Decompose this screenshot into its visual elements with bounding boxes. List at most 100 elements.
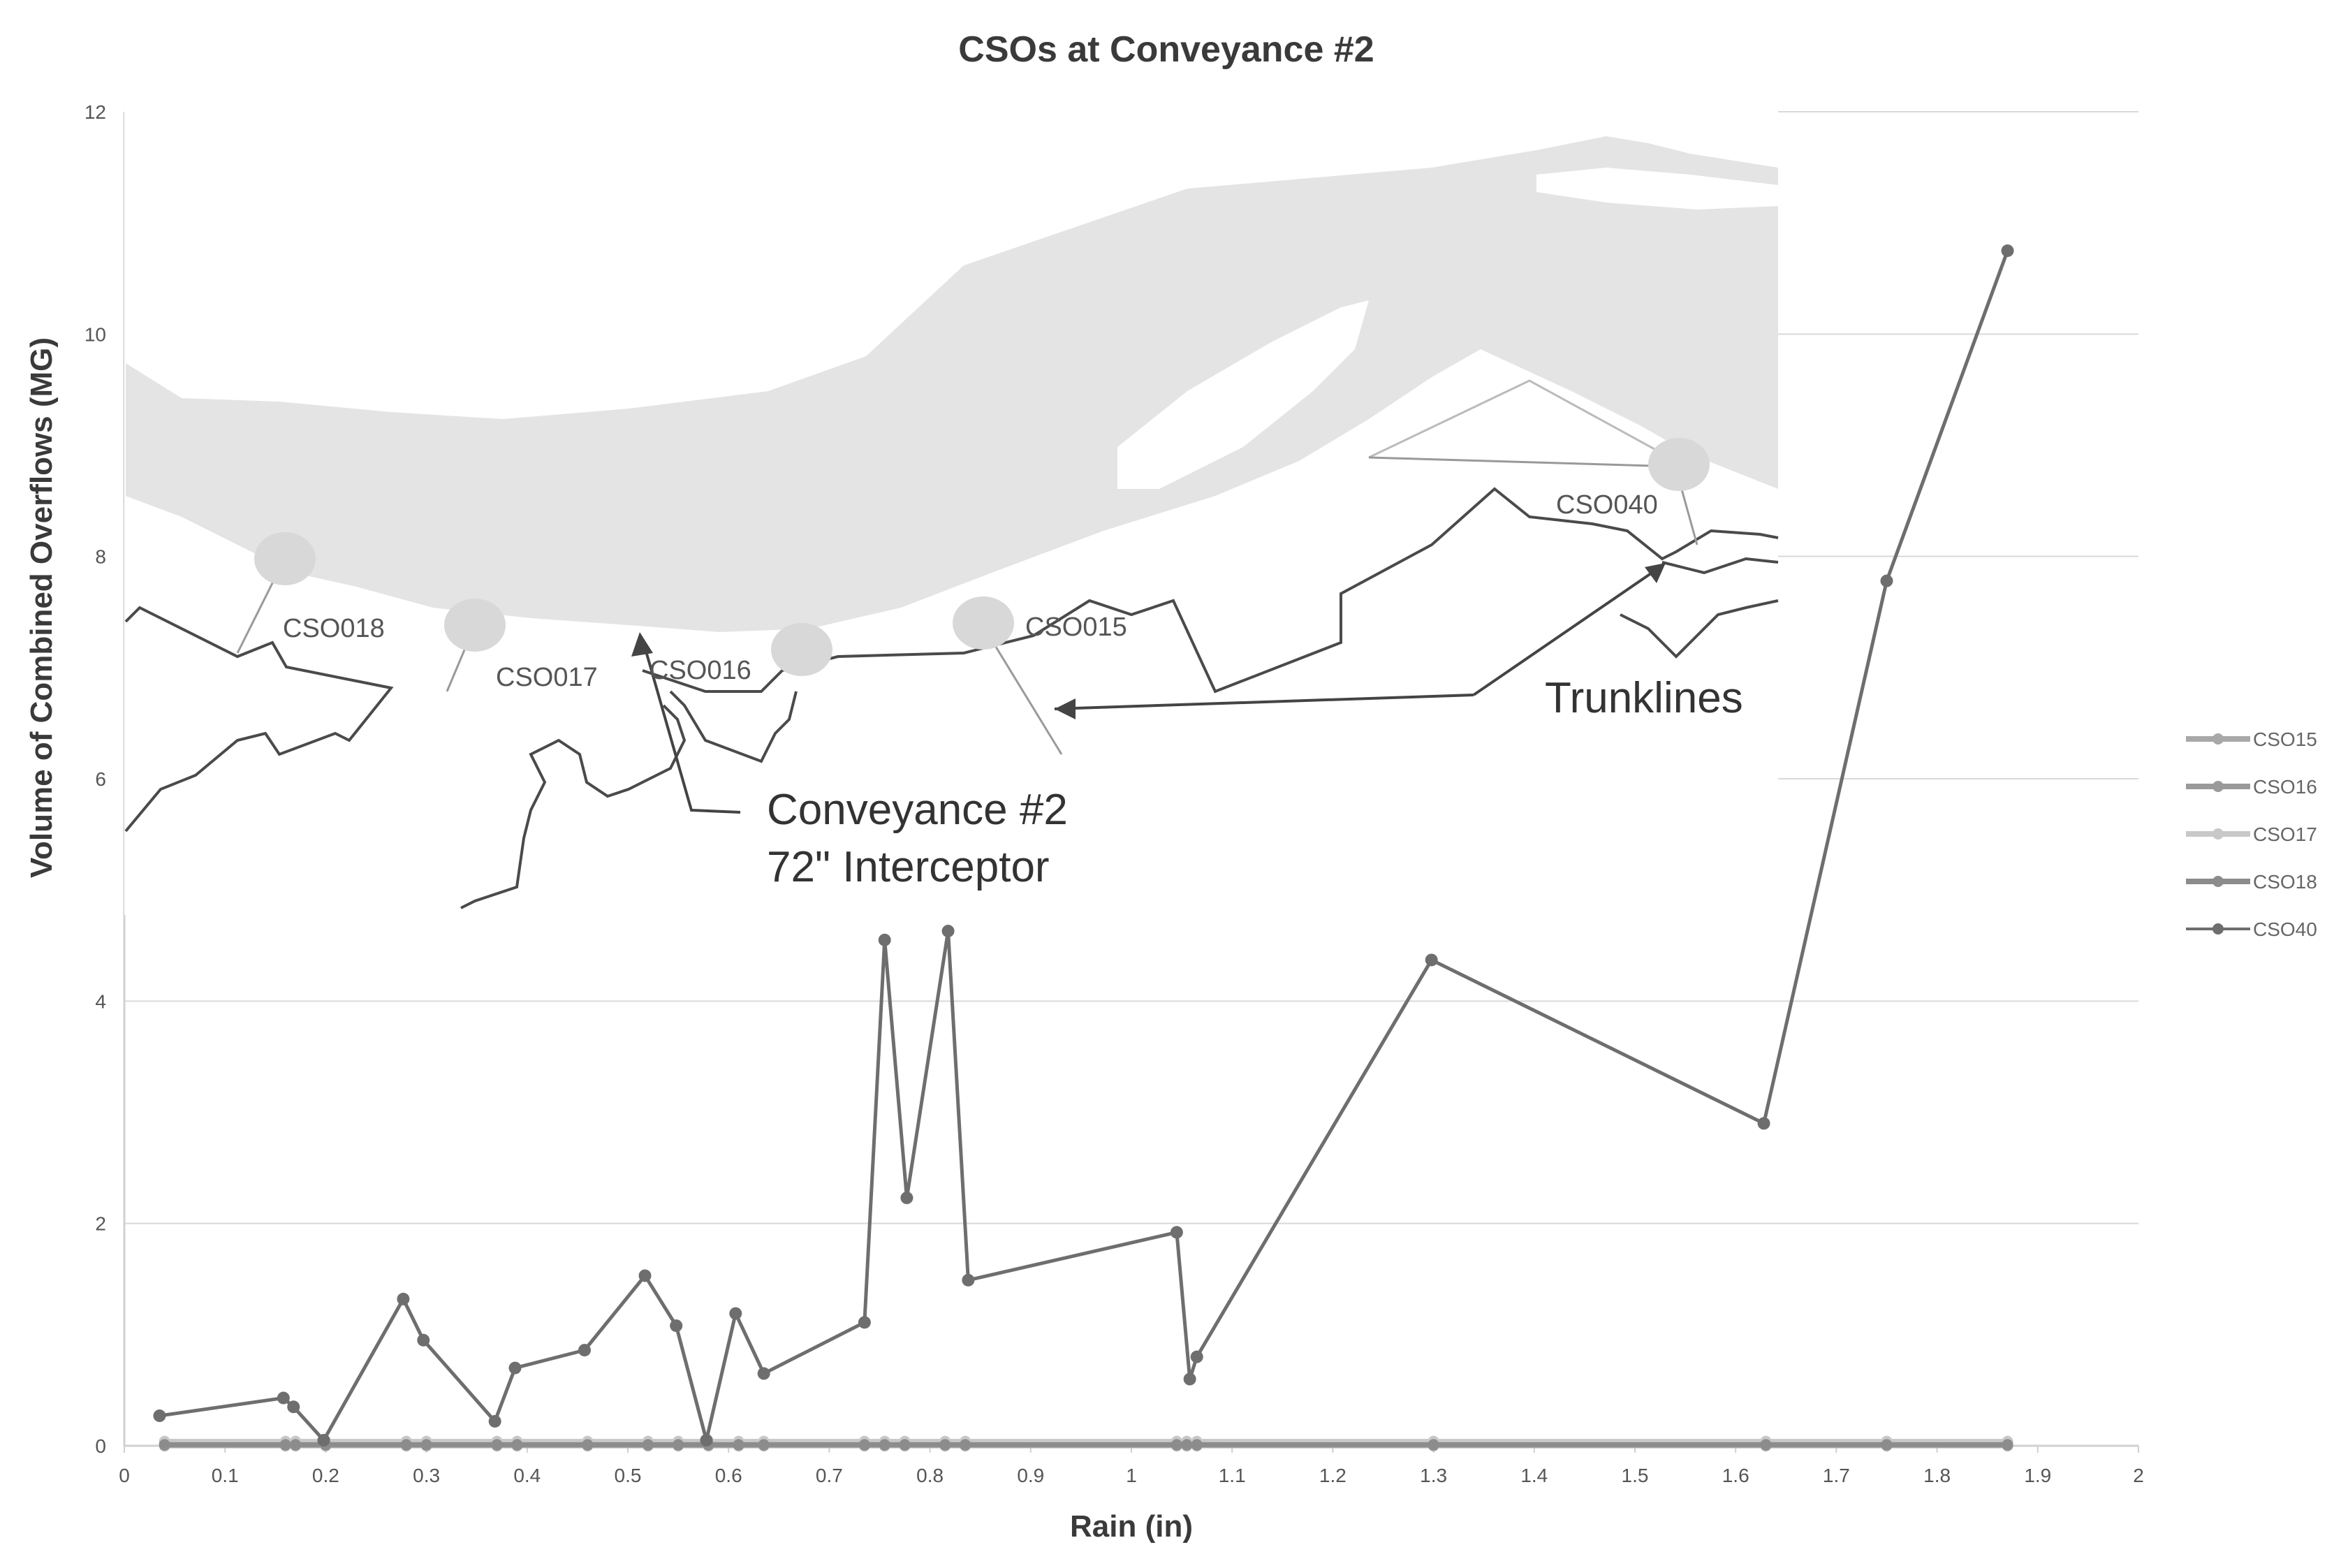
data-point (1881, 1439, 1893, 1451)
x-tick-label: 1.9 (2024, 1465, 2051, 1486)
legend-item-cso17: CSO17 (2186, 823, 2317, 845)
legend: CSO15 CSO16 CSO17 CSO18 CSO40 (2186, 728, 2317, 940)
data-point (287, 1400, 300, 1414)
map-overlay: CSO018 CSO017 CSO016 CSO015 CSO040 Trunk… (124, 105, 1779, 915)
y-tick-label: 12 (85, 101, 106, 123)
data-point (488, 1414, 501, 1428)
conveyance-arrow (641, 638, 741, 814)
cso018-marker (254, 532, 316, 585)
cso016-marker (771, 623, 832, 676)
arrowhead-icon (1645, 563, 1666, 583)
series-cso18 (159, 1439, 2013, 1451)
river-shape (126, 136, 1778, 632)
data-point (2002, 1439, 2013, 1451)
data-point (1181, 1439, 1193, 1451)
x-tick-label: 0.2 (312, 1465, 339, 1486)
data-point (159, 1439, 170, 1451)
data-point (420, 1439, 432, 1451)
x-tick-label: 1.4 (1520, 1465, 1548, 1486)
label-conveyance: Conveyance #2 (767, 786, 1068, 834)
label-cso040: CSO040 (1556, 490, 1658, 520)
x-tick-label: 2 (2133, 1465, 2144, 1486)
data-point (673, 1439, 684, 1451)
data-point (1760, 1439, 1772, 1451)
cso015-marker (953, 596, 1014, 650)
data-point (397, 1292, 410, 1305)
data-point (1425, 953, 1438, 967)
x-tick-label: 1.8 (1923, 1465, 1951, 1486)
legend-label: CSO15 (2253, 728, 2317, 750)
arrowhead-icon (631, 632, 653, 657)
pointer-cso040 (1678, 481, 1698, 545)
chart-title: CSOs at Conveyance #2 (958, 29, 1374, 70)
data-point (417, 1333, 430, 1347)
legend-marker (2212, 733, 2224, 745)
data-point (638, 1269, 652, 1282)
y-tick-label: 8 (95, 546, 106, 568)
data-series (153, 244, 2014, 1451)
legend-label: CSO16 (2253, 776, 2317, 798)
x-tick-label: 1.3 (1420, 1465, 1447, 1486)
data-point (939, 1439, 951, 1451)
pointer-cso018 (236, 569, 281, 654)
label-trunklines: Trunklines (1545, 674, 1743, 722)
data-point (511, 1439, 523, 1451)
data-point (700, 1434, 713, 1447)
trunkline-path-3 (669, 690, 798, 763)
legend-item-cso16: CSO16 (2186, 776, 2317, 798)
data-point (1183, 1372, 1196, 1386)
trunkline-path-4 (1620, 599, 1779, 659)
x-tick-label: 1.7 (1823, 1465, 1850, 1486)
y-tick-label: 0 (95, 1435, 106, 1457)
label-cso018: CSO018 (283, 614, 385, 643)
data-point (1170, 1226, 1183, 1239)
data-point (1757, 1117, 1770, 1130)
data-point (153, 1409, 166, 1423)
data-point (878, 933, 891, 946)
trunkline-path-5 (1661, 557, 1779, 575)
legend-item-cso40: CSO40 (2186, 918, 2317, 940)
legend-marker (2212, 828, 2224, 840)
x-tick-label: 0.8 (916, 1465, 944, 1486)
data-point (1428, 1439, 1439, 1451)
y-axis-title: Volume of Combined Overflows (MG) (24, 337, 59, 878)
data-point (960, 1439, 971, 1451)
data-point (1880, 574, 1893, 587)
connector-lines (1368, 379, 1677, 462)
data-point (729, 1307, 742, 1320)
legend-item-cso15: CSO15 (2186, 728, 2317, 750)
label-interceptor: 72" Interceptor (767, 843, 1050, 891)
data-point (941, 925, 955, 938)
x-tick-label: 0.7 (816, 1465, 843, 1486)
series-cso40 (153, 244, 2014, 1447)
x-tick-label: 1 (1126, 1465, 1137, 1486)
data-point (279, 1439, 291, 1451)
label-cso017: CSO017 (496, 663, 598, 692)
data-point (900, 1192, 913, 1205)
x-tick-label: 0.4 (513, 1465, 541, 1486)
x-axis-ticks: 0 0.1 0.2 0.3 0.4 0.5 0.6 0.7 0.8 0.9 1 1.1 1.2 1.3 1.… (119, 1446, 2144, 1486)
y-axis-ticks: 0 2 4 6 8 10 12 (85, 101, 106, 1457)
connector-line (1368, 456, 1677, 468)
x-tick-label: 0.5 (615, 1465, 642, 1486)
data-point (1170, 1439, 1182, 1451)
x-tick-label: 1.6 (1722, 1465, 1749, 1486)
arrowhead-icon (1055, 698, 1076, 719)
label-cso016: CSO016 (650, 656, 751, 685)
data-point (858, 1439, 870, 1451)
trunklines-arrow-2 (1472, 564, 1664, 696)
data-point (1190, 1350, 1203, 1363)
y-tick-label: 2 (95, 1213, 106, 1235)
data-point (670, 1319, 683, 1333)
x-tick-label: 1.2 (1319, 1465, 1346, 1486)
legend-label: CSO17 (2253, 823, 2317, 845)
x-tick-label: 0.3 (413, 1465, 440, 1486)
data-point (1191, 1439, 1203, 1451)
data-point (491, 1439, 503, 1451)
trunkline-path-1 (124, 606, 394, 833)
cso040-marker (1648, 438, 1710, 491)
legend-label: CSO18 (2253, 871, 2317, 893)
data-point (733, 1439, 744, 1451)
data-point (508, 1361, 522, 1375)
